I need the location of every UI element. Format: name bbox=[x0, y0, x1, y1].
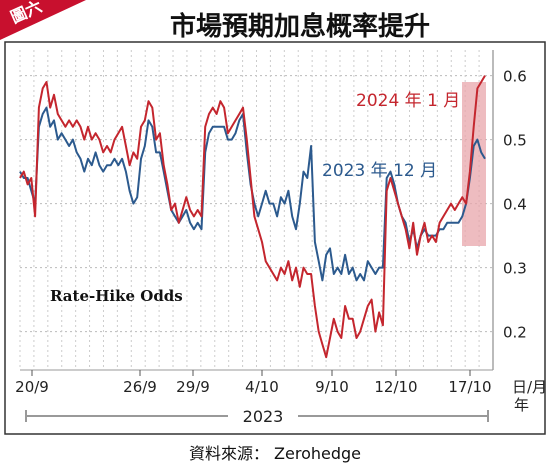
x-tick-label: 26/9 bbox=[123, 378, 157, 396]
y-tick-label: 0.3 bbox=[503, 260, 527, 278]
y-tick-label: 0.6 bbox=[503, 68, 527, 86]
y-tick-label: 0.2 bbox=[503, 324, 527, 342]
x-tick-label: 4/10 bbox=[245, 378, 279, 396]
x-tick-label: 12/10 bbox=[374, 378, 417, 396]
inner-caption: Rate-Hike Odds bbox=[50, 287, 183, 305]
year-label: 2023 bbox=[243, 407, 284, 426]
source-note: 資料來源： Zerohedge bbox=[188, 444, 362, 463]
x-tick-label: 20/9 bbox=[15, 378, 49, 396]
x-tick-label: 29/9 bbox=[176, 378, 210, 396]
x-tick-label: 17/10 bbox=[448, 378, 491, 396]
series-label-dec2023: 2023 年 12 月 bbox=[322, 161, 437, 181]
x-tick-label: 9/10 bbox=[315, 378, 349, 396]
chart-frame bbox=[4, 41, 546, 435]
chart-title: 市場預期加息概率提升 bbox=[169, 12, 430, 42]
x-axis-label: 日/月 bbox=[512, 378, 547, 396]
y-tick-label: 0.4 bbox=[503, 196, 527, 214]
x-axis-label-2: 年 bbox=[514, 396, 529, 414]
series-line-0 bbox=[19, 75, 486, 359]
highlight-band bbox=[462, 82, 486, 246]
y-tick-label: 0.5 bbox=[503, 132, 527, 150]
series-label-jan2024: 2024 年 1 月 bbox=[356, 91, 460, 111]
year-label-bg bbox=[228, 406, 298, 426]
